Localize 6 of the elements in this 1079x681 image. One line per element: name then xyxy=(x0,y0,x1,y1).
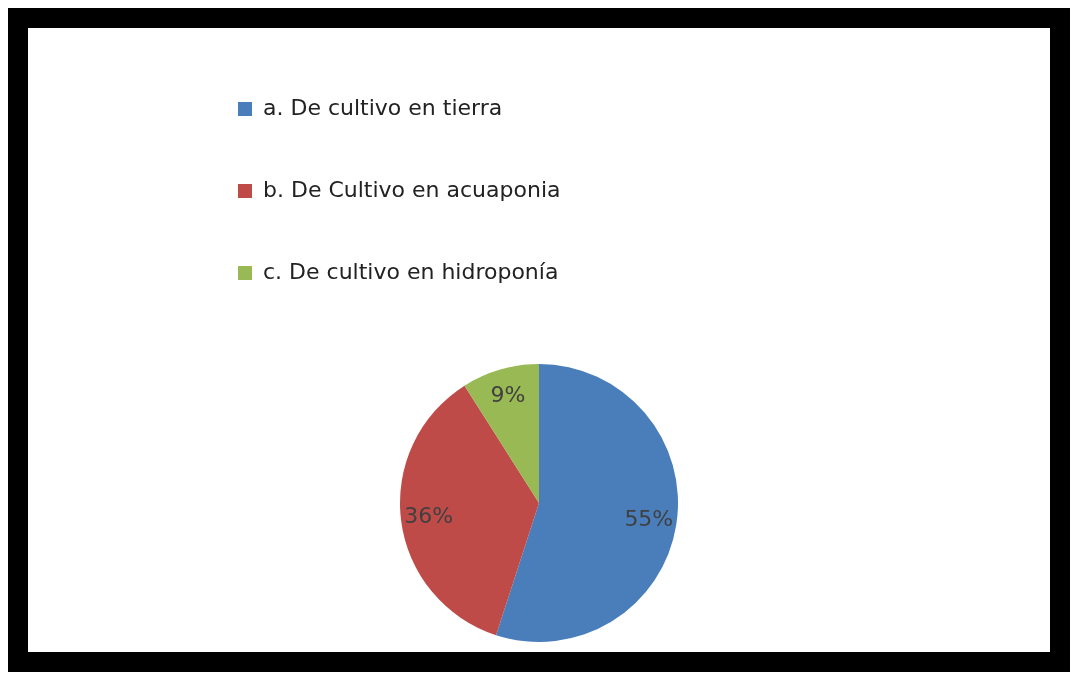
legend-label: b. De Cultivo en acuaponia xyxy=(263,176,561,202)
data-label: 9% xyxy=(490,381,526,407)
data-label: 55% xyxy=(624,506,674,532)
legend-label: a. De cultivo en tierra xyxy=(263,94,503,120)
data-label: 36% xyxy=(404,502,454,528)
legend-label: c. De cultivo en hidroponía xyxy=(263,258,559,284)
